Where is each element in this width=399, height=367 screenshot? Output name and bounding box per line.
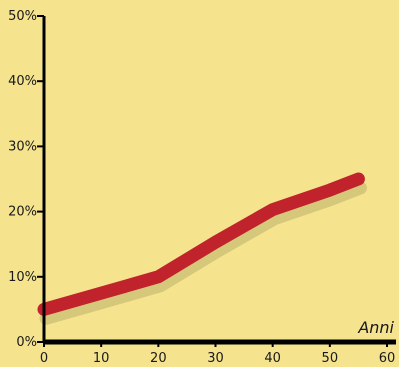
y-tick-label-20: 20% <box>8 205 37 220</box>
x-tick-label-10: 10 <box>93 351 110 366</box>
y-tick-label-10: 10% <box>8 270 37 285</box>
x-tick-label-60: 60 <box>379 351 396 366</box>
x-tick-label-40: 40 <box>264 351 281 366</box>
y-tick-label-30: 30% <box>8 139 37 154</box>
y-tick-label-0: 0% <box>16 335 37 350</box>
series-shadow-0 <box>39 181 367 325</box>
x-tick-label-0: 0 <box>40 351 48 366</box>
x-tick-label-50: 50 <box>322 351 339 366</box>
y-tick-label-50: 50% <box>8 9 37 24</box>
shadow-layer <box>39 181 367 325</box>
y-tick-label-40: 40% <box>8 74 37 89</box>
series-line-0 <box>37 172 365 316</box>
x-tick-label-30: 30 <box>207 351 224 366</box>
series-layer <box>37 172 365 316</box>
x-axis-title: Anni <box>357 318 394 337</box>
axis-layer: 0% 10% 20% 30% 40% 50% 0 10 20 30 40 50 60 <box>8 9 396 366</box>
x-tick-label-20: 20 <box>150 351 167 366</box>
